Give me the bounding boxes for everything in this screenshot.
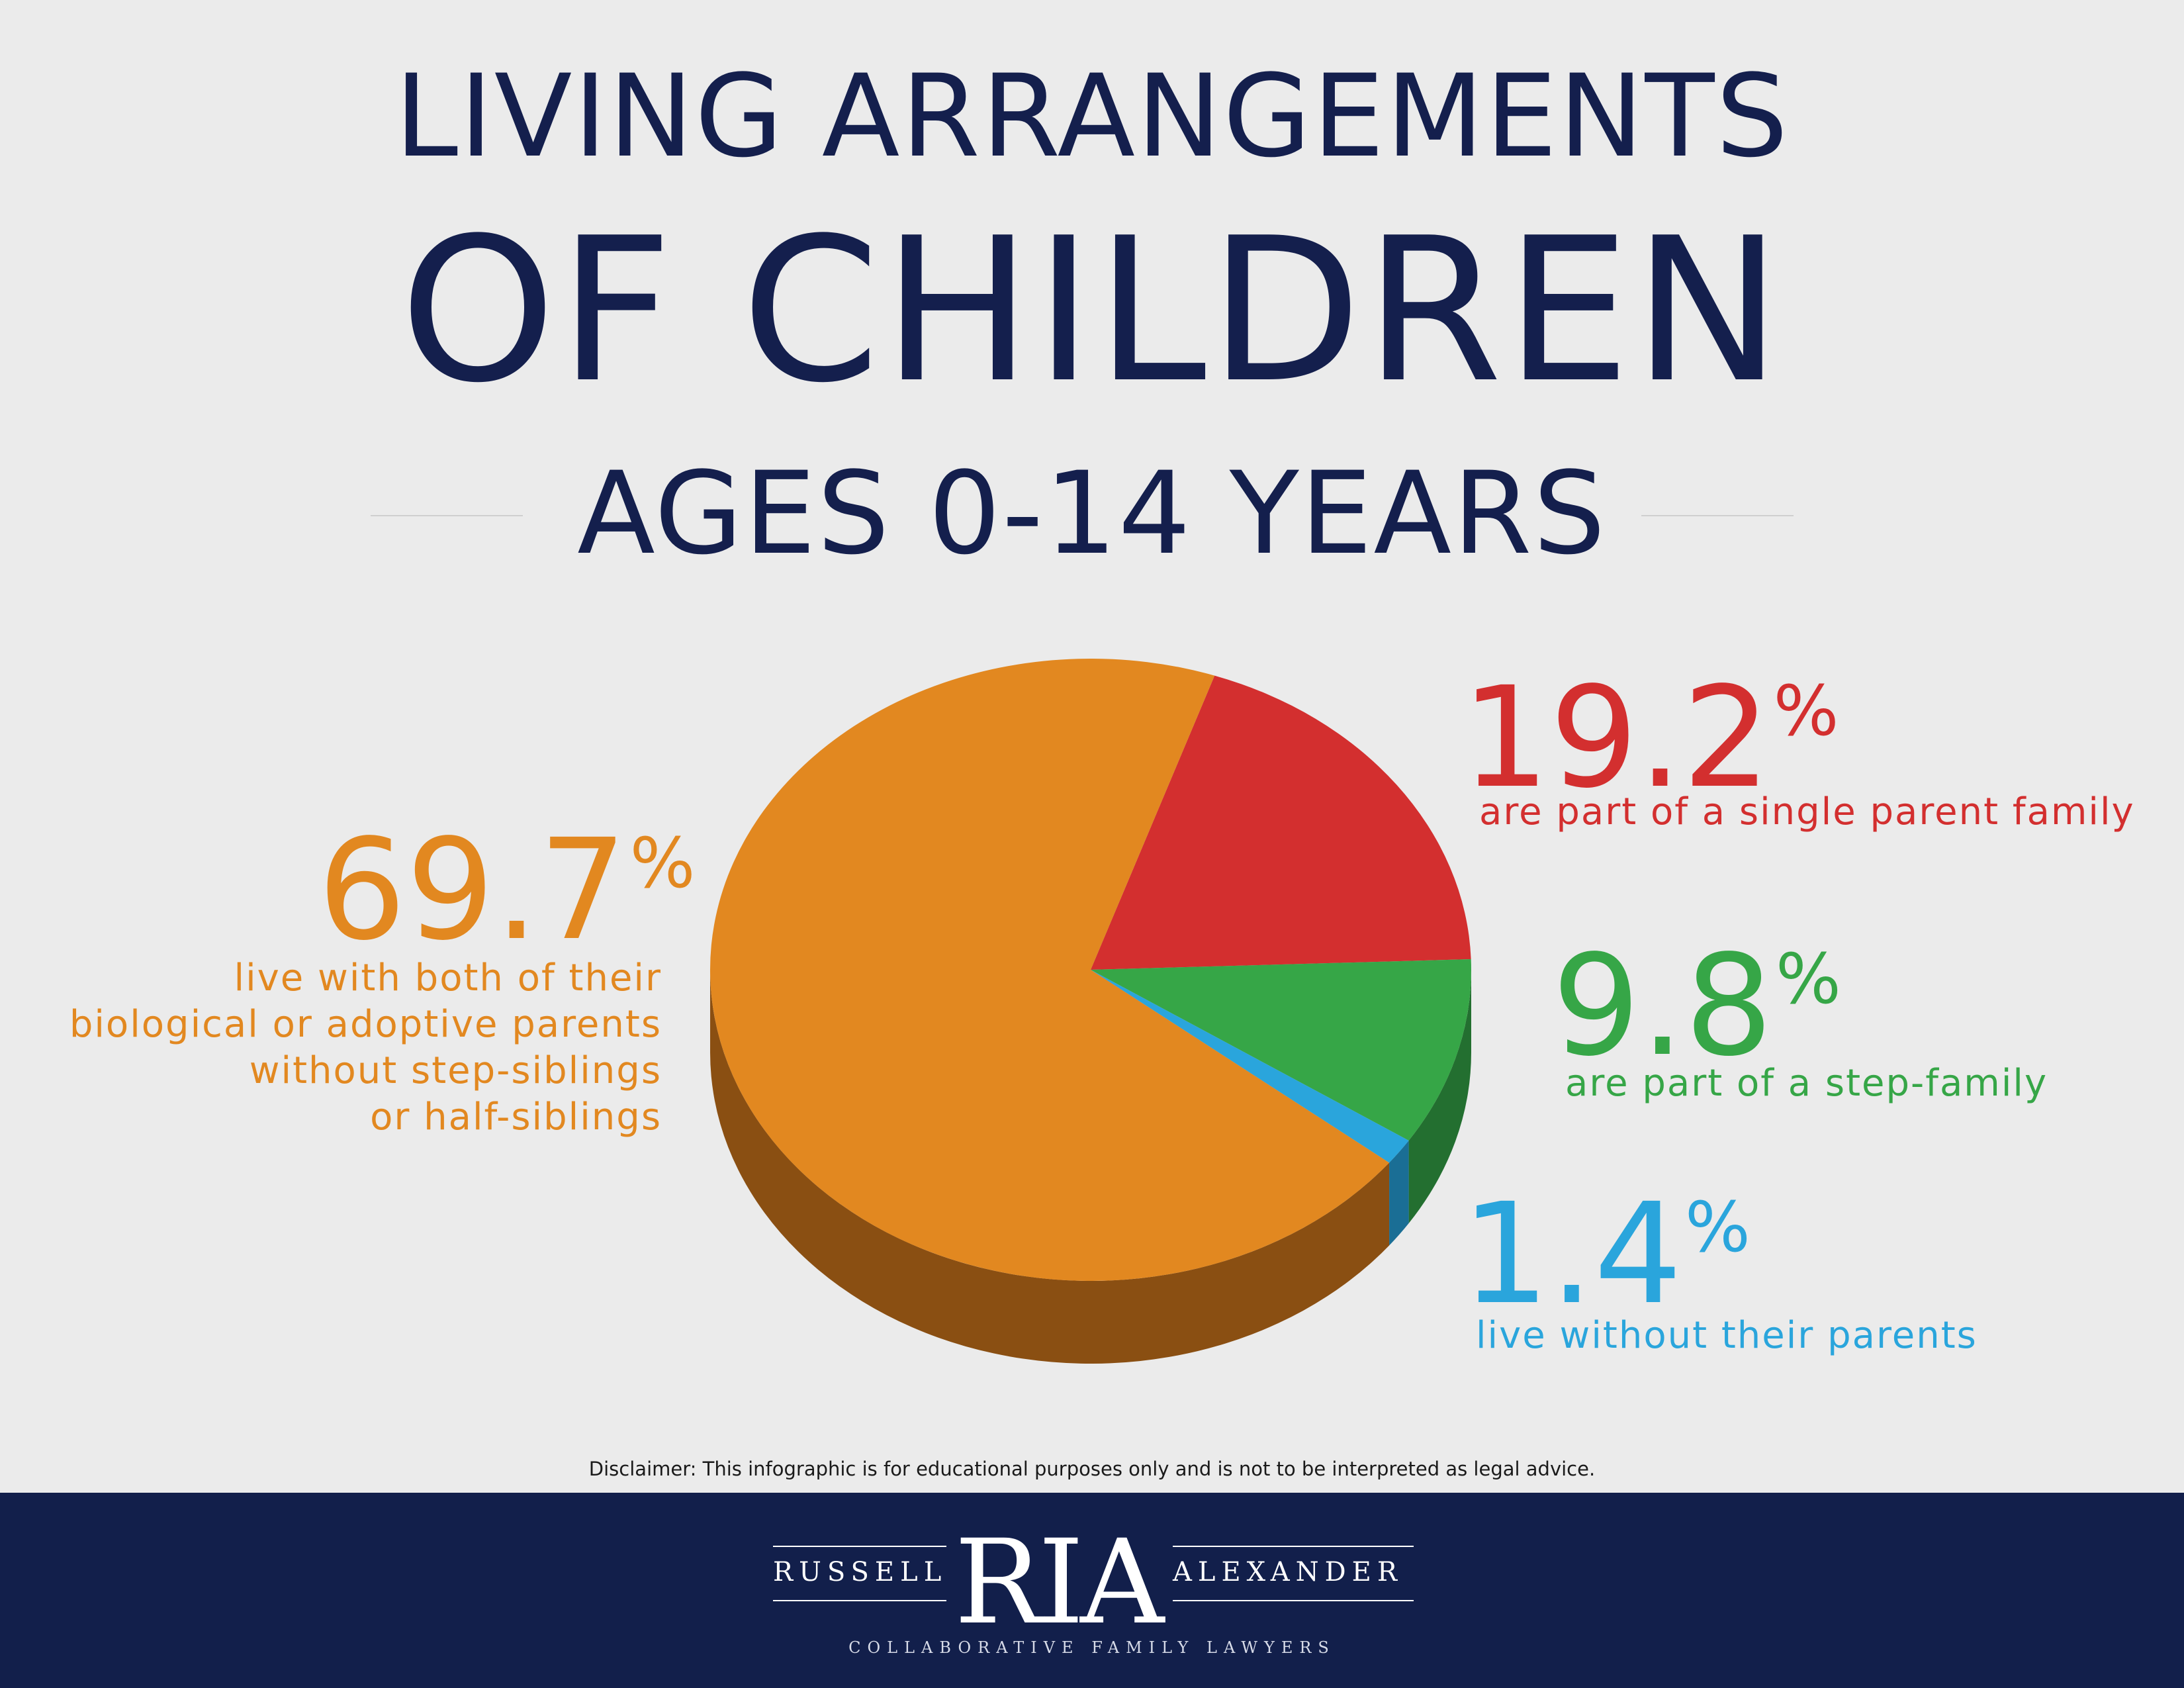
callout-blue-description: live without their parents — [1476, 1313, 1978, 1359]
callout-orange-line-4: or half-siblings — [370, 1096, 662, 1139]
pie-chart — [710, 658, 1471, 1364]
callout-blue-number: 1.4 — [1461, 1173, 1682, 1335]
callout-orange-value: 69.7% — [318, 821, 695, 960]
subtitle-rule-left — [371, 515, 523, 516]
callout-blue-value: 1.4% — [1461, 1185, 1751, 1324]
logo-rule-left-bottom — [773, 1600, 946, 1601]
pie-slice-blue — [1091, 970, 1409, 1163]
callout-red-value: 19.2% — [1461, 669, 1839, 808]
logo-rule-left-top — [773, 1546, 946, 1547]
pie-slice-green — [1091, 959, 1471, 1141]
callout-green-number: 9.8 — [1552, 925, 1773, 1087]
subtitle-rule-right — [1641, 515, 1794, 516]
callout-blue-line-1: live without their parents — [1476, 1314, 1978, 1357]
callout-red-description: are part of a single parent family — [1479, 789, 2135, 835]
title-line-2: OF CHILDREN — [399, 195, 1785, 426]
callout-orange-line-1: live with both of their — [234, 957, 662, 1000]
subtitle: AGES 0-14 YEARS — [577, 447, 1607, 580]
logo-word-right: ALEXANDER — [1173, 1557, 1403, 1587]
pie-slice-red — [1091, 675, 1471, 970]
pie-side-green — [1408, 970, 1471, 1224]
logo-rule-right-bottom — [1173, 1600, 1414, 1601]
callout-red-line-1: are part of a single parent family — [1479, 790, 2135, 833]
callout-orange-percent: % — [629, 823, 696, 904]
callout-orange-description: live with both of their biological or ad… — [66, 955, 662, 1141]
callout-blue-percent: % — [1684, 1187, 1751, 1268]
footer-tagline: COLLABORATIVE FAMILY LAWYERS — [848, 1638, 1336, 1657]
footer-bar: RUSSELL RIA ALEXANDER COLLABORATIVE FAMI… — [0, 1493, 2184, 1688]
callout-green-value: 9.8% — [1552, 937, 1841, 1076]
callout-red-percent: % — [1773, 671, 1839, 751]
callout-red-number: 19.2 — [1461, 657, 1771, 819]
disclaimer: Disclaimer: This infographic is for educ… — [588, 1458, 1596, 1480]
title-line-1: LIVING ARRANGEMENTS — [394, 50, 1790, 183]
callout-orange-line-3: without step-siblings — [249, 1049, 662, 1092]
pie-side-blue — [1389, 1141, 1409, 1246]
callout-green-line-1: are part of a step-family — [1565, 1062, 2048, 1105]
callout-orange-number: 69.7 — [318, 809, 627, 971]
logo-rule-right-top — [1173, 1546, 1414, 1547]
logo-monogram: RIA — [954, 1515, 1164, 1650]
pie-slice-orange — [710, 658, 1390, 1281]
callout-green-percent: % — [1775, 939, 1841, 1019]
callout-green-description: are part of a step-family — [1565, 1060, 2048, 1107]
callout-orange-line-2: biological or adoptive parents — [69, 1003, 662, 1046]
pie-side-orange — [710, 970, 1390, 1364]
logo-word-left: RUSSELL — [773, 1557, 948, 1587]
